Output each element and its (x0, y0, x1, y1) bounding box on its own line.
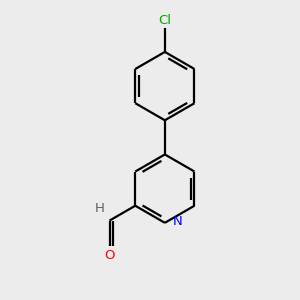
Text: O: O (104, 249, 115, 262)
Text: H: H (94, 202, 104, 215)
Text: N: N (172, 215, 182, 228)
Text: Cl: Cl (158, 14, 171, 27)
